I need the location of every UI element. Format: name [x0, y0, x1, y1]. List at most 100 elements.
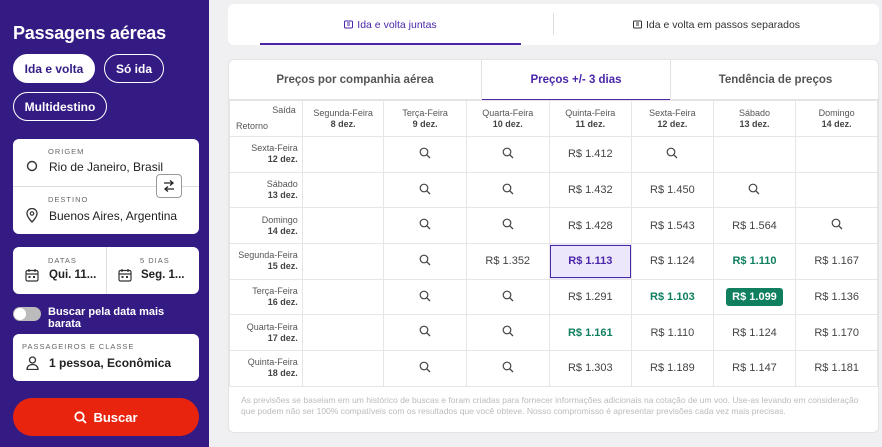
price-cell[interactable]: R$ 1.170 [795, 314, 878, 352]
header-day: Segunda-Feira [313, 107, 373, 118]
price-value: R$ 1.543 [650, 219, 695, 232]
search-price-cell[interactable] [383, 207, 467, 245]
tab-roundtrip-together[interactable]: Ida e volta juntas [228, 4, 553, 45]
price-value: R$ 1.147 [732, 362, 777, 375]
person-icon [24, 355, 40, 371]
matrix-row: Quarta-Feira 17 dez. R$ 1.161 R$ 1.110 R$ 1.… [229, 314, 878, 352]
return-date-header: Domingo 14 dez. [229, 207, 303, 245]
price-cell[interactable]: R$ 1.103 [631, 278, 714, 316]
price-value: R$ 1.428 [567, 219, 613, 232]
header-day: Terça-Feira [402, 107, 448, 118]
price-cell[interactable]: R$ 1.189 [631, 350, 714, 387]
header-date: 10 dez. [492, 118, 523, 129]
price-cell[interactable]: R$ 1.110 [712, 243, 797, 280]
header-day: Sábado [266, 179, 298, 190]
header-day: Segunda-Feira [238, 250, 298, 261]
price-cell[interactable]: R$ 1.099 [712, 278, 797, 316]
header-day: Quinta-Feira [565, 107, 616, 118]
search-price-cell[interactable] [465, 136, 550, 173]
price-value: R$ 1.564 [732, 219, 777, 232]
search-price-cell[interactable] [712, 171, 797, 209]
search-price-cell[interactable] [465, 207, 550, 245]
tab-separate-steps[interactable]: Ida e volta em passos separados [554, 4, 879, 45]
tab-separator [553, 13, 554, 35]
header-date: 8 dez. [330, 118, 356, 129]
passengers-field: 1 pessoa, Econômica [49, 356, 172, 370]
search-price-cell[interactable] [465, 314, 550, 352]
price-value: R$ 1.161 [567, 326, 613, 339]
cheapest-date-toggle[interactable] [13, 307, 41, 321]
price-value: R$ 1.189 [650, 362, 695, 375]
header-date: 14 dez. [267, 225, 298, 236]
price-cell[interactable]: R$ 1.113 [548, 243, 633, 280]
departure-date-header: Sábado 13 dez. [712, 100, 797, 137]
price-cell[interactable]: R$ 1.564 [712, 207, 797, 245]
price-cell[interactable]: R$ 1.303 [548, 350, 633, 387]
price-cell[interactable]: R$ 1.543 [631, 207, 714, 245]
price-cell[interactable]: R$ 1.291 [548, 278, 633, 316]
search-price-cell[interactable] [465, 350, 550, 387]
search-price-cell[interactable] [383, 136, 467, 173]
empty-cell [301, 350, 385, 387]
search-icon [502, 290, 514, 302]
price-cell[interactable]: R$ 1.110 [631, 314, 714, 352]
search-price-cell[interactable] [383, 350, 467, 387]
search-price-cell[interactable] [795, 207, 878, 245]
departure-date-header: Quinta-Feira 11 dez. [548, 100, 633, 137]
trip-type-oneway[interactable]: Só ida [104, 54, 164, 83]
price-value: R$ 1.303 [567, 362, 613, 375]
price-cell[interactable]: R$ 1.432 [548, 171, 633, 209]
price-cell[interactable]: R$ 1.352 [465, 243, 550, 280]
price-value: R$ 1.167 [814, 255, 859, 268]
price-view-tabs: Preços por companhia aérea Preços +/- 3 … [229, 60, 880, 101]
price-cell[interactable]: R$ 1.181 [795, 350, 878, 387]
search-price-cell[interactable] [631, 136, 714, 173]
route-divider [13, 186, 199, 187]
tab-plus-minus-3-days[interactable]: Preços +/- 3 dias [481, 60, 671, 101]
price-value: R$ 1.412 [567, 148, 613, 161]
price-cell[interactable]: R$ 1.412 [548, 136, 633, 173]
price-cell[interactable]: R$ 1.124 [712, 314, 797, 352]
empty-cell [301, 314, 385, 352]
return-date-field[interactable]: Seg. 1... [141, 269, 185, 281]
search-price-cell[interactable] [465, 278, 550, 316]
trip-type-multidestination[interactable]: Multidestino [13, 92, 107, 121]
departure-date-header: Quarta-Feira 10 dez. [465, 100, 550, 137]
price-cell[interactable]: R$ 1.450 [631, 171, 714, 209]
matrix-row: Sexta-Feira 12 dez. R$ 1.412 [229, 136, 878, 173]
price-cell[interactable]: R$ 1.167 [795, 243, 878, 280]
ticket-icon [344, 20, 354, 29]
header-day: Quinta-Feira [247, 357, 298, 368]
departure-date-field[interactable]: Qui. 11... [49, 269, 97, 281]
search-price-cell[interactable] [383, 243, 467, 280]
forecast-disclaimer: As previsões se baseiam em um histórico … [241, 395, 859, 416]
swap-route-button[interactable] [156, 174, 182, 198]
tab-airline-prices[interactable]: Preços por companhia aérea [276, 74, 434, 86]
location-pin-icon [25, 207, 39, 223]
price-cell[interactable]: R$ 1.136 [795, 278, 878, 316]
search-icon [502, 361, 514, 373]
price-cell[interactable]: R$ 1.428 [548, 207, 633, 245]
tab-label: Preços +/- 3 dias [530, 74, 622, 86]
header-date: 17 dez. [267, 332, 298, 343]
price-cell[interactable]: R$ 1.147 [712, 350, 797, 387]
passengers-card[interactable]: PASSAGEIROS E CLASSE 1 pessoa, Econômica [13, 334, 199, 381]
ticket-icon [632, 20, 642, 29]
price-value: R$ 1.291 [567, 291, 613, 304]
price-cell[interactable]: R$ 1.124 [631, 243, 714, 280]
search-icon [831, 218, 843, 230]
search-price-cell[interactable] [383, 314, 467, 352]
header-day: Domingo [818, 107, 855, 118]
search-price-cell[interactable] [383, 278, 467, 316]
trip-type-roundtrip[interactable]: Ida e volta [13, 54, 95, 83]
search-price-cell[interactable] [383, 171, 467, 209]
empty-cell [712, 136, 797, 173]
origin-field[interactable]: Rio de Janeiro, Brasil [49, 160, 164, 174]
price-value: R$ 1.103 [650, 291, 695, 304]
search-price-cell[interactable] [465, 171, 550, 209]
days-label: 5 DIAS [140, 256, 170, 265]
destination-field[interactable]: Buenos Aires, Argentina [49, 209, 178, 223]
search-button[interactable]: Buscar [13, 398, 199, 436]
price-cell[interactable]: R$ 1.161 [548, 314, 633, 352]
tab-price-trend[interactable]: Tendência de preços [718, 74, 833, 86]
